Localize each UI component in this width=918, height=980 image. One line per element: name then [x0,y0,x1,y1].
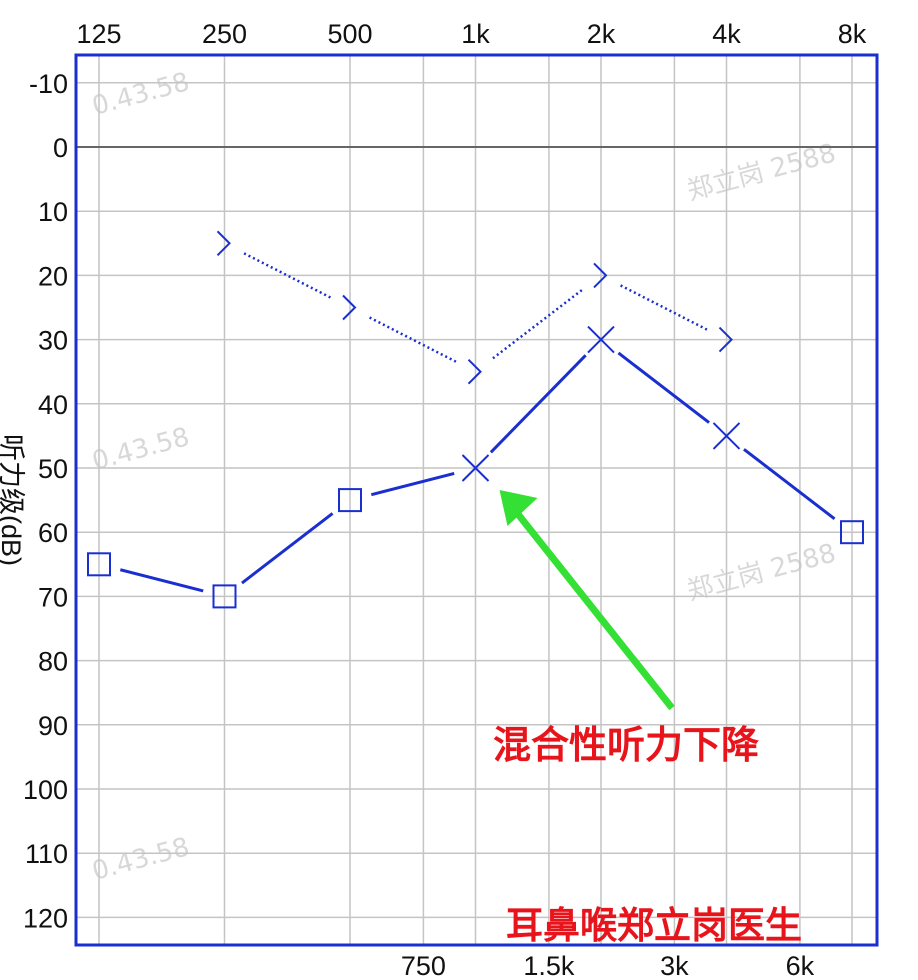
square-marker [87,552,111,577]
y-tick-label: 120 [23,903,68,933]
annotation-mixed-hearing-loss: 混合性听力下降 [493,722,759,767]
x-tick-label-bottom: 6k [786,951,815,980]
x-tick-label-top: 8k [838,19,867,49]
y-tick-label: 30 [38,326,68,356]
x-tick-label-bottom: 1.5k [523,951,575,980]
y-tick-label: 40 [38,390,68,420]
y-tick-label: 70 [38,582,68,612]
square-marker [212,584,237,609]
bone-conduction-line [369,316,457,363]
x-tick-label-top: 2k [587,19,616,49]
watermark: 0.43.58 [89,67,193,122]
x-tick-label-bottom: 750 [401,951,446,980]
watermark: 0.43.58 [89,832,193,887]
y-tick-label: 10 [38,197,68,227]
bracket-marker [216,230,231,257]
bracket-marker [342,294,357,321]
y-tick-label: 80 [38,647,68,677]
x-tick-label-top: 250 [202,19,247,49]
y-axis-label: 听力级(dB) [0,434,26,566]
annotation-doctor-signature: 耳鼻喉郑立岗医生 [506,903,802,947]
y-tick-label: -10 [29,69,68,99]
bracket-marker [467,358,482,385]
bone-conduction-line [243,252,331,299]
x-tick-label-top: 4k [712,19,741,49]
y-tick-label: 20 [38,261,68,291]
air-conduction-line [743,448,836,520]
x-tick-label-top: 500 [327,19,372,49]
y-tick-label: 100 [23,775,68,805]
y-tick-label: 60 [38,518,68,548]
plot-frame [74,53,879,947]
bracket-marker [718,326,733,353]
x-tick-label-bottom: 3k [660,951,689,980]
y-tick-label: 90 [38,711,68,741]
y-tick-label: 110 [25,839,68,869]
x-marker [712,422,741,450]
air-conduction-line [617,351,710,424]
annotation-arrow-head [499,490,538,526]
y-tick-label: 50 [38,454,68,484]
bone-conduction-line [620,284,708,331]
x-marker [461,454,490,482]
square-marker [840,520,864,545]
air-conduction-line [241,512,334,585]
x-tick-label-top: 125 [76,19,121,49]
x-tick-label-top: 1k [461,19,490,49]
square-marker [338,488,362,513]
air-conduction-line [370,471,455,497]
watermark: 郑立岗 2588 [684,138,839,206]
air-conduction-line [489,354,587,454]
y-tick-label: 0 [53,133,68,163]
bracket-marker [593,262,608,289]
x-marker [587,325,615,354]
annotation-arrow [508,503,675,711]
air-conduction-line [119,568,204,593]
bone-conduction-line [492,287,585,360]
